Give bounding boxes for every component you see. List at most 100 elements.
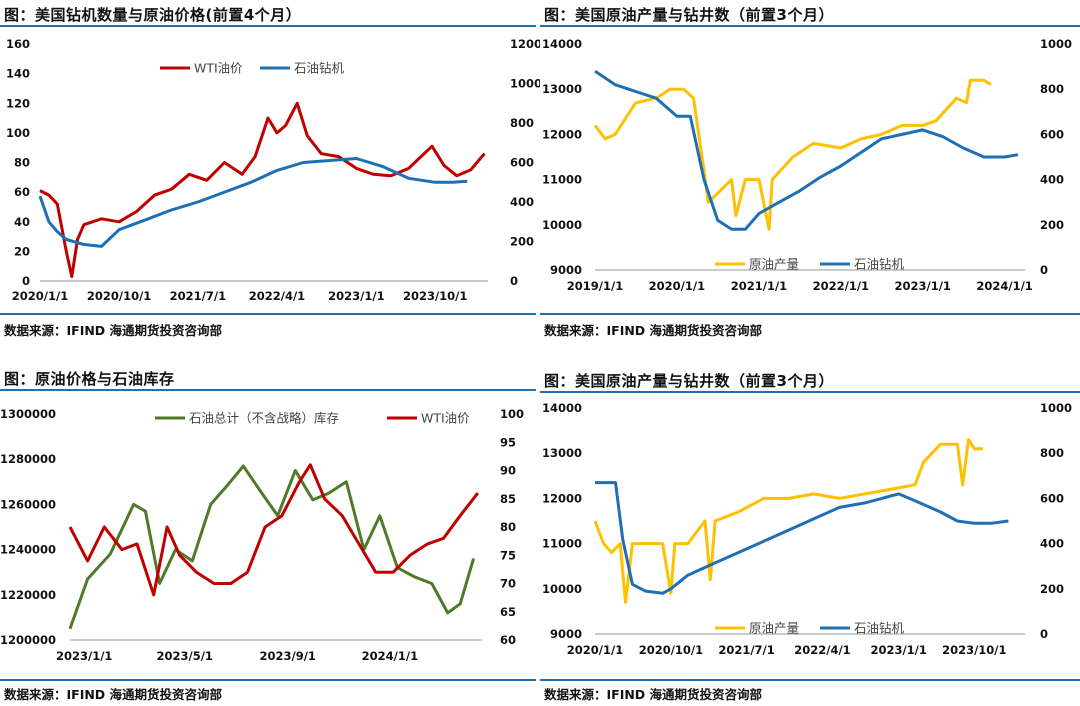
x-tick-label: 2024/1/1	[362, 649, 418, 663]
bottom-rule	[0, 313, 536, 315]
title-rule	[0, 389, 536, 391]
y-left-tick-label: 12000	[542, 127, 582, 141]
series-line-2	[38, 157, 468, 248]
y-left-tick-label: 1200000	[0, 633, 56, 647]
panel-oil-price-vs-inventory: 图：原油价格与石油库存 1200000 1220000 1240000 1260000…	[0, 366, 540, 706]
chart-title: 图：美国原油产量与钻井数（前置3个月）	[544, 372, 834, 390]
series-line-1	[68, 464, 476, 630]
legend-label: 石油总计（不含战略）库存	[189, 411, 339, 426]
x-tick-label: 2022/4/1	[249, 289, 305, 303]
y-left-tick-label: 1220000	[0, 588, 56, 602]
legend-label: 原油产量	[749, 621, 799, 636]
x-tick-label: 2023/10/1	[403, 289, 467, 303]
y-right-tick-label: 70	[500, 577, 516, 591]
y-right-tick-label: 85	[500, 492, 516, 506]
title-rule	[0, 25, 536, 27]
x-tick-label: 2023/1/1	[895, 279, 951, 293]
x-tick-label: 2020/10/1	[639, 643, 703, 657]
series-line-1	[593, 438, 983, 604]
x-tick-label: 2019/1/1	[567, 279, 623, 293]
y-right-tick-label: 90	[500, 464, 516, 478]
series-line-2	[68, 463, 479, 597]
x-tick-label: 2020/1/1	[12, 289, 68, 303]
y-right-tick-label: 200	[1040, 582, 1064, 596]
x-tick-label: 2023/9/1	[260, 649, 316, 663]
series-line-2	[595, 481, 1009, 595]
y-right-tick-label: 600	[1040, 127, 1064, 141]
x-tick-label: 2021/7/1	[170, 289, 226, 303]
x-tick-label: 2022/1/1	[813, 279, 869, 293]
bottom-rule	[0, 679, 536, 681]
y-left-tick-label: 13000	[542, 446, 582, 460]
y-left-tick-label: 80	[14, 156, 30, 170]
y-right-tick-label: 1000	[1040, 37, 1072, 51]
y-right-tick-label: 95	[500, 435, 516, 449]
x-tick-label: 2023/1/1	[328, 289, 384, 303]
title-rule	[540, 25, 1080, 27]
y-right-tick-label: 200	[510, 235, 534, 249]
y-left-tick-label: 60	[14, 185, 30, 199]
y-right-tick-label: 800	[510, 116, 534, 130]
y-left-tick-label: 140	[6, 67, 30, 81]
y-left-tick-label: 9000	[550, 627, 582, 641]
source-note: 数据来源：IFIND 海通期货投资咨询部	[544, 323, 763, 338]
chart-svg: 1200000 1220000 1240000 1260000 1280000 13000…	[0, 407, 524, 663]
chart-title: 图：美国原油产量与钻井数（前置3个月）	[544, 6, 834, 24]
bottom-rule	[540, 679, 1080, 681]
y-right-tick-label: 1000	[1040, 401, 1072, 415]
x-tick-label: 2023/1/1	[56, 649, 112, 663]
y-right-tick-label: 0	[510, 274, 518, 288]
y-left-tick-label: 12000	[542, 491, 582, 505]
y-left-tick-label: 100	[6, 126, 30, 140]
y-right-tick-label: 200	[1040, 218, 1064, 232]
y-right-tick-label: 600	[1040, 491, 1064, 505]
y-right-tick-label: 100	[500, 407, 524, 421]
panel-crude-output-vs-rigs-a: 图：美国原油产量与钻井数（前置3个月） 9000 10000 11000 12000 1…	[540, 0, 1080, 340]
y-left-tick-label: 11000	[542, 537, 582, 551]
x-tick-label: 2023/1/1	[870, 643, 926, 657]
y-right-tick-label: 80	[500, 520, 516, 534]
y-right-tick-label: 1200	[510, 37, 540, 51]
bottom-rule	[540, 313, 1080, 315]
y-left-tick-label: 1240000	[0, 543, 56, 557]
legend-label: 石油钻机	[854, 257, 905, 272]
chart-title: 图：美国钻机数量与原油价格(前置4个月）	[4, 6, 302, 24]
y-right-tick-label: 0	[1040, 627, 1048, 641]
legend-label: WTI油价	[194, 61, 243, 76]
y-left-tick-label: 10000	[542, 582, 582, 596]
legend-label: WTI油价	[421, 411, 470, 426]
x-tick-label: 2021/1/1	[731, 279, 787, 293]
y-left-tick-label: 20	[14, 244, 30, 258]
y-left-tick-label: 1280000	[0, 452, 56, 466]
x-tick-label: 2022/4/1	[794, 643, 850, 657]
title-rule	[540, 391, 1080, 393]
panel-rig-count-vs-oil-price: 图：美国钻机数量与原油价格(前置4个月） 0 20 40 60 80 100 120 140 1…	[0, 0, 540, 340]
x-tick-label: 2020/1/1	[649, 279, 705, 293]
y-right-tick-label: 60	[500, 633, 516, 647]
chart-svg: 9000 10000 11000 12000 13000 14000 0 200 400 600 8…	[542, 37, 1072, 293]
source-note: 数据来源：IFIND 海通期货投资咨询部	[544, 687, 763, 702]
y-left-tick-label: 1260000	[0, 497, 56, 511]
series-line-1	[593, 78, 992, 231]
y-right-tick-label: 0	[1040, 263, 1048, 277]
y-left-tick-label: 10000	[542, 218, 582, 232]
series-line-1	[39, 101, 486, 279]
y-left-tick-label: 160	[6, 37, 30, 51]
y-right-tick-label: 75	[500, 548, 516, 562]
source-note: 数据来源：IFIND 海通期货投资咨询部	[4, 323, 223, 338]
y-left-tick-label: 9000	[550, 263, 582, 277]
legend-label: 石油钻机	[294, 61, 345, 76]
y-right-tick-label: 800	[1040, 82, 1064, 96]
x-tick-label: 2020/1/1	[567, 643, 623, 657]
source-note: 数据来源：IFIND 海通期货投资咨询部	[4, 687, 223, 702]
legend-label: 石油钻机	[854, 621, 905, 636]
y-right-tick-label: 400	[1040, 173, 1064, 187]
y-left-tick-label: 120	[6, 96, 30, 110]
y-left-tick-label: 11000	[542, 173, 582, 187]
x-tick-label: 2024/1/1	[976, 279, 1032, 293]
legend-label: 原油产量	[749, 257, 799, 272]
x-tick-label: 2023/10/1	[942, 643, 1006, 657]
y-right-tick-label: 1000	[510, 77, 540, 91]
x-tick-label: 2020/10/1	[87, 289, 151, 303]
y-right-tick-label: 400	[510, 195, 534, 209]
